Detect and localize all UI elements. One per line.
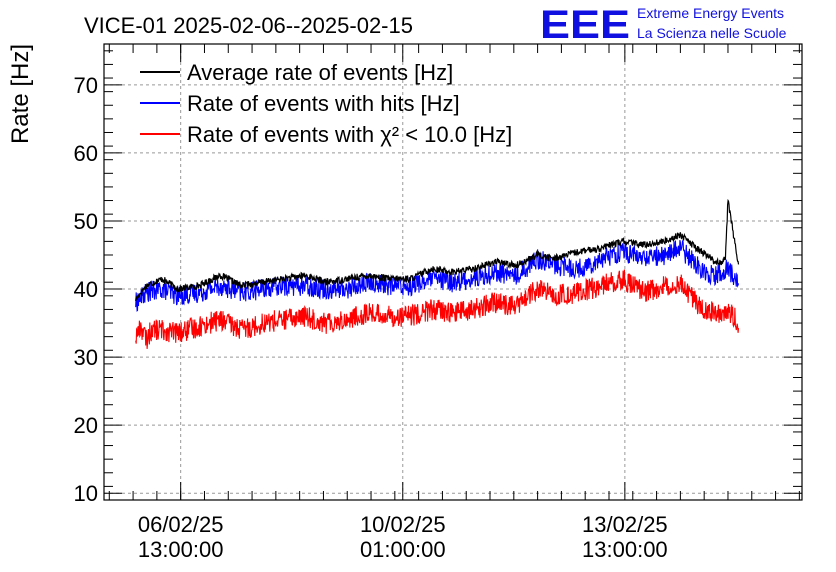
plot-frame (103, 43, 803, 501)
x-tick-label-date: 10/02/25 (360, 512, 446, 537)
y-tick-label: 10 (74, 481, 98, 506)
eee-logo-line1: Extreme Energy Events (637, 5, 784, 21)
y-tick-label: 60 (74, 141, 98, 166)
y-tick-label: 20 (74, 413, 98, 438)
eee-logo-line2: La Scienza nelle Scuole (637, 25, 787, 41)
series-layer (135, 198, 740, 349)
y-axis: 10 20 30 40 50 60 70 (74, 50, 802, 506)
eee-logo-mark: EEE (540, 3, 630, 47)
legend-label: Rate of events with χ² < 10.0 [Hz] (187, 122, 512, 147)
x-tick-label-time: 13:00:00 (582, 537, 668, 562)
series-line-1 (135, 198, 740, 302)
x-axis: 06/02/2513:00:0010/02/2501:00:0013/02/25… (108, 44, 800, 562)
y-tick-label: 70 (74, 73, 98, 98)
y-tick-label: 30 (74, 345, 98, 370)
legend: Average rate of events [Hz] Rate of event… (140, 60, 512, 147)
x-tick-label-time: 01:00:00 (360, 537, 446, 562)
y-axis-title: Rate [Hz] (7, 44, 34, 144)
x-tick-label-time: 13:00:00 (138, 537, 224, 562)
x-tick-label-date: 06/02/25 (138, 512, 224, 537)
series-line-3 (135, 269, 740, 349)
chart-title: VICE-01 2025-02-06--2025-02-15 (84, 13, 413, 38)
y-tick-label: 40 (74, 277, 98, 302)
series-line-2 (135, 239, 740, 312)
eee-logo: EEE Extreme Energy Events La Scienza nel… (540, 3, 787, 47)
legend-label: Average rate of events [Hz] (187, 60, 453, 85)
x-tick-label-date: 13/02/25 (582, 512, 668, 537)
plot-frame-rect (103, 43, 803, 501)
y-tick-label: 50 (74, 209, 98, 234)
legend-label: Rate of events with hits [Hz] (187, 91, 460, 116)
